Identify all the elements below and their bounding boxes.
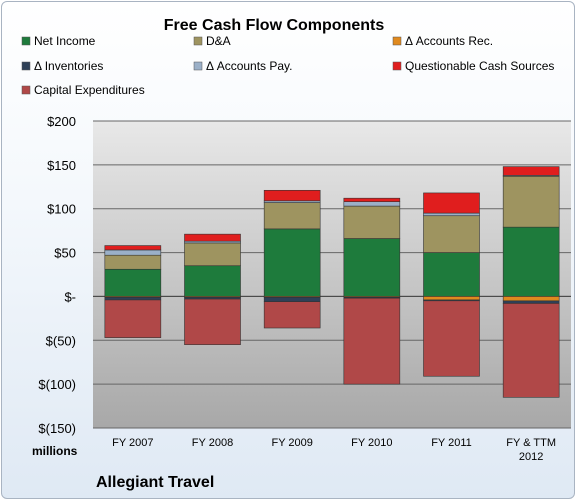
bar-segment-questionable-cash-sources	[343, 197, 401, 202]
bar-segment-net-income	[502, 226, 560, 297]
bar-segment-d-a	[263, 202, 321, 230]
units-label: millions	[32, 444, 78, 458]
bar-segment-d-a	[423, 215, 480, 253]
bar-segment-accounts-pay	[343, 201, 401, 207]
legend-label-d-a: D&A	[206, 34, 231, 48]
company-name: Allegiant Travel	[96, 474, 214, 491]
bar-segment-inventories	[502, 300, 560, 304]
bar-segment-questionable-cash-sources	[502, 166, 560, 176]
bar-segment-questionable-cash-sources	[104, 245, 162, 251]
bar-segment-questionable-cash-sources	[184, 233, 241, 242]
legend-label-accounts-pay: Δ Accounts Pay.	[206, 59, 293, 73]
bar-segment-capital-expenditures	[502, 303, 560, 398]
bar-segment-questionable-cash-sources	[423, 192, 480, 214]
chart-title: Free Cash Flow Components	[164, 17, 385, 34]
bars	[104, 166, 560, 398]
gridlines	[93, 120, 571, 429]
legend-swatch-capital-expenditures	[21, 85, 31, 95]
bar-segment-accounts-rec	[502, 296, 560, 302]
bar-segment-net-income	[423, 252, 480, 297]
bar-segment-d-a	[502, 175, 560, 228]
x-tick-label: FY 2009	[271, 437, 312, 449]
bar-segment-accounts-rec	[423, 296, 480, 301]
plot-area	[93, 121, 571, 428]
bar-segment-net-income	[184, 265, 241, 297]
y-tick-label: $(50)	[46, 333, 76, 348]
x-tick-label: FY 2007	[112, 437, 153, 449]
bar-segment-d-a	[184, 242, 241, 267]
legend-swatch-net-income	[21, 36, 31, 46]
y-tick-label: $200	[47, 114, 76, 129]
x-axis: FY 2007 FY 2008 FY 2009 FY 2010 FY 2011 FY & …	[112, 437, 556, 463]
y-tick-label: $150	[47, 158, 76, 173]
legend-label-net-income: Net Income	[34, 34, 96, 48]
legend-swatch-accounts-pay	[193, 61, 203, 71]
x-tick-label: FY 2008	[192, 437, 233, 449]
legend-label-accounts-rec: Δ Accounts Rec.	[405, 34, 493, 48]
x-tick-label: FY & TTM 2012	[506, 437, 556, 463]
bar-segment-accounts-pay	[104, 249, 162, 256]
bar-segment-capital-expenditures	[343, 297, 401, 385]
legend-swatch-inventories	[21, 61, 31, 71]
legend-label-capital-expenditures: Capital Expenditures	[34, 83, 145, 97]
bar-segment-capital-expenditures	[263, 301, 321, 329]
bar-segment-inventories	[263, 297, 321, 302]
x-tick-label: FY 2011	[431, 437, 472, 449]
y-tick-label: $(150)	[38, 421, 76, 436]
bar-segment-net-income	[263, 228, 321, 297]
bar-segment-capital-expenditures	[423, 300, 480, 377]
bar-segment-capital-expenditures	[184, 298, 241, 345]
bar-segment-d-a	[343, 205, 401, 239]
legend-label-inventories: Δ Inventories	[34, 59, 103, 73]
y-tick-label: $50	[54, 246, 76, 261]
bar-segment-accounts-pay	[423, 212, 480, 217]
legend-swatch-accounts-rec	[392, 36, 402, 46]
bar-segment-capital-expenditures	[104, 299, 162, 338]
y-tick-label: $100	[47, 202, 76, 217]
bar-segment-net-income	[343, 238, 401, 297]
y-axis: $200 $150 $100 $50 $- $(50) $(100) $(150)	[38, 114, 76, 436]
y-tick-label: $-	[64, 289, 76, 304]
x-tick-label: FY 2010	[351, 437, 392, 449]
legend-swatch-d-a	[193, 36, 203, 46]
legend: Net Income D&A Δ Accounts Rec. Δ Inventorie…	[21, 34, 554, 97]
y-tick-label: $(100)	[38, 377, 76, 392]
bar-segment-inventories	[104, 297, 162, 301]
legend-label-questionable-cash-sources: Questionable Cash Sources	[405, 59, 554, 73]
bar-segment-questionable-cash-sources	[263, 189, 321, 202]
bar-segment-d-a	[104, 254, 162, 270]
bar-segment-net-income	[104, 268, 162, 297]
legend-swatch-questionable-cash-sources	[392, 61, 402, 71]
